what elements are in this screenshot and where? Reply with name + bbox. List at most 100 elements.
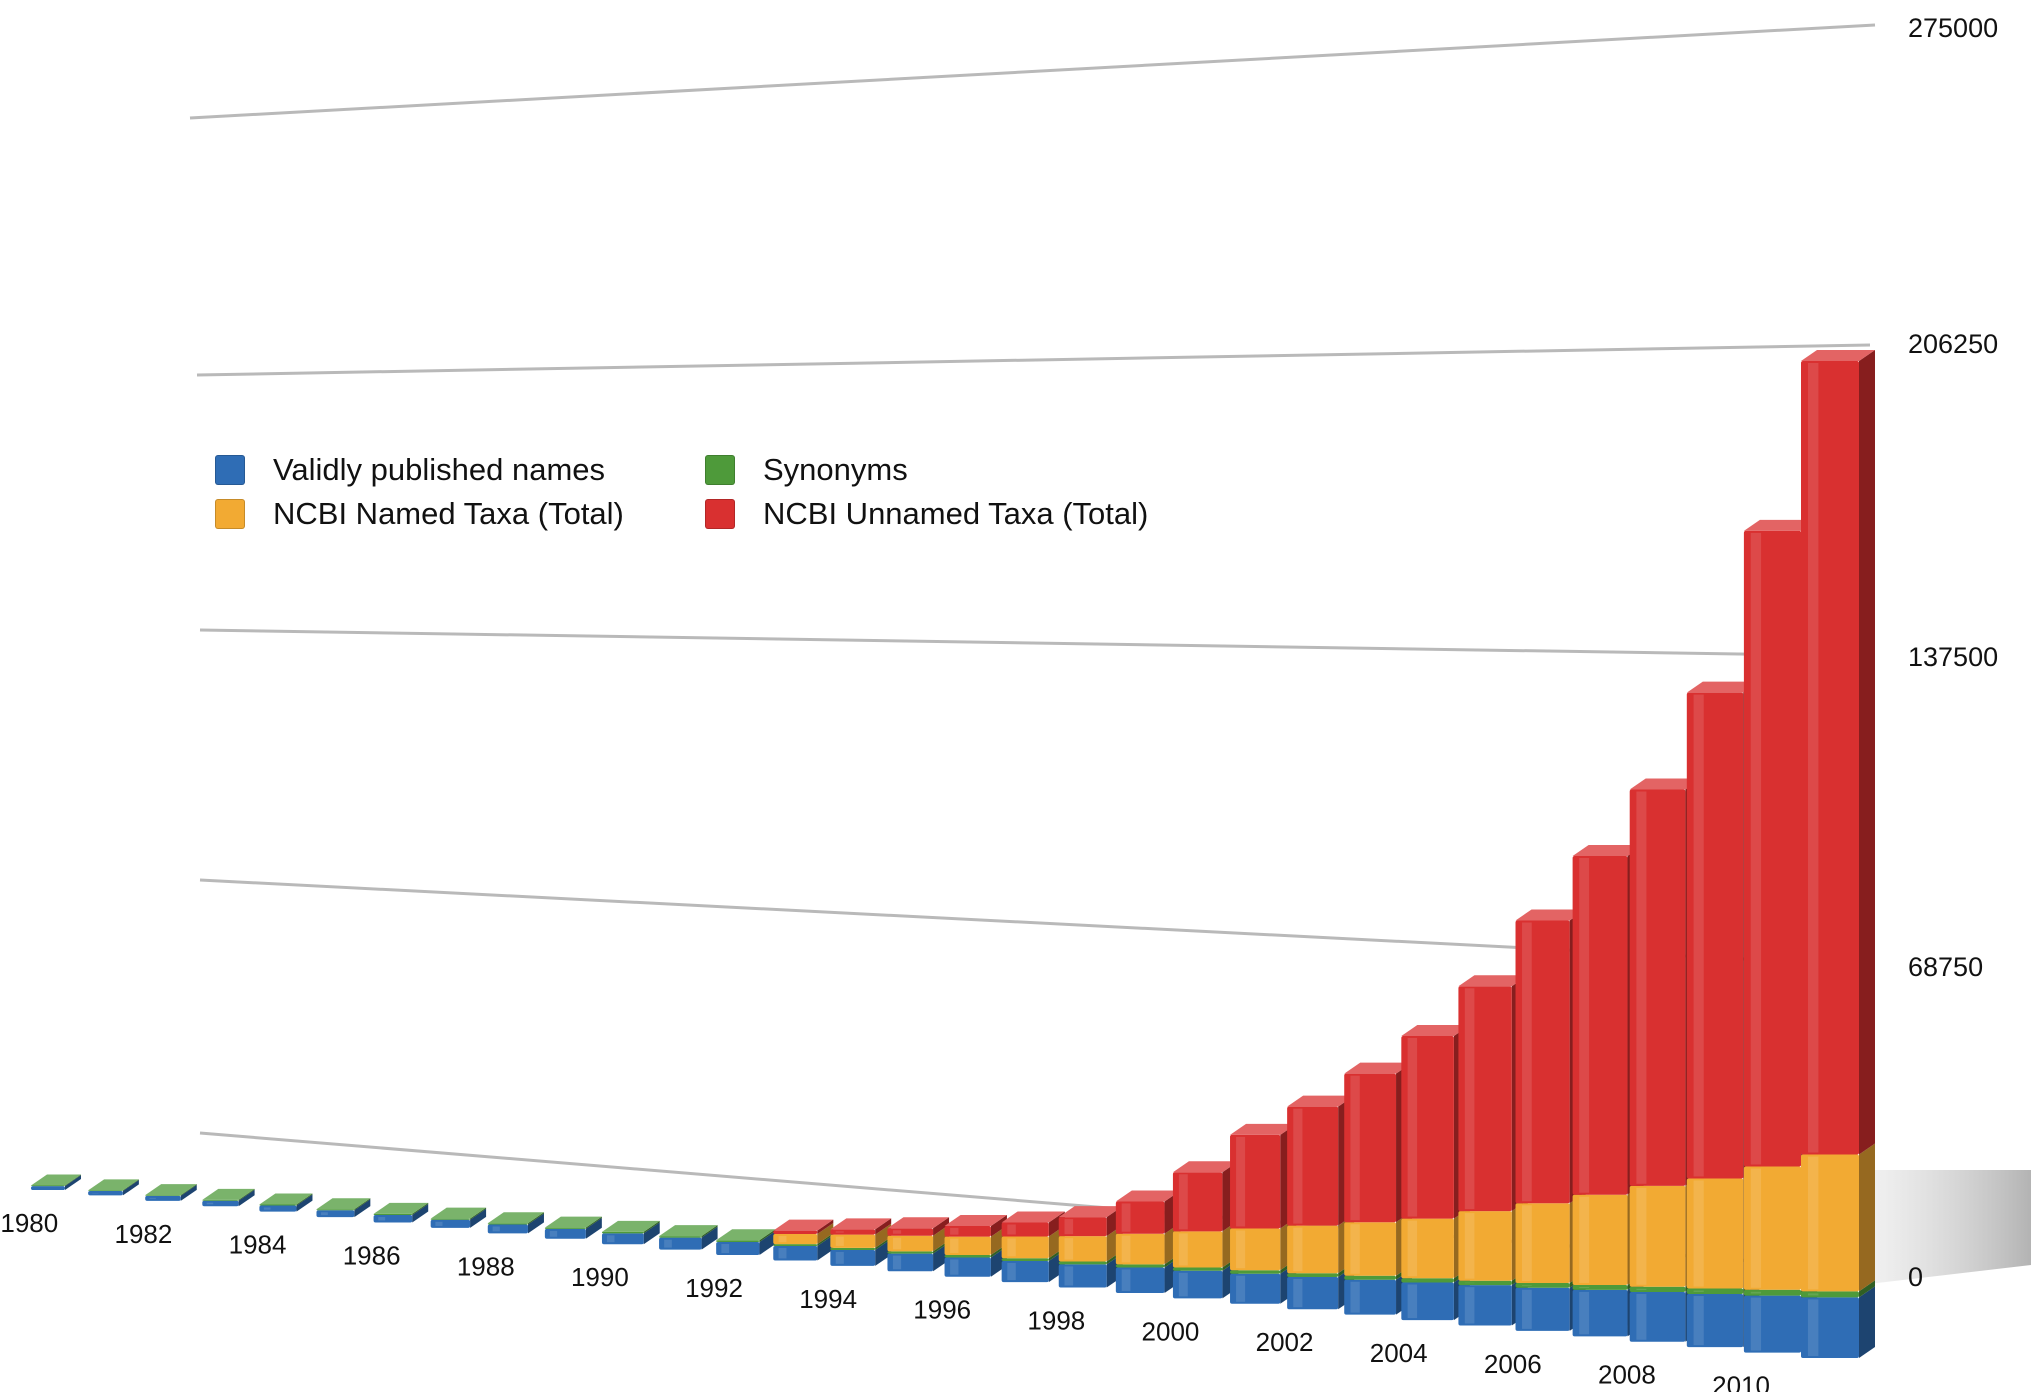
bar-segment: [1287, 1106, 1339, 1226]
bar-top: [544, 1216, 602, 1228]
bar-segment: [1230, 1228, 1281, 1271]
chart-legend: Validly published names Synonyms NCBI Na…: [215, 450, 1215, 534]
gridline: [189, 23, 1876, 120]
legend-swatch-green: [705, 455, 735, 485]
bar-segment: [1172, 1270, 1223, 1299]
bar-segment: [316, 1210, 355, 1218]
bar-segment-highlight: [1636, 1294, 1647, 1340]
gridline: [199, 628, 1866, 658]
bar-segment-highlight: [1464, 1213, 1475, 1279]
bar-segment: [1686, 692, 1744, 1179]
bar-segment-highlight: [1407, 1284, 1418, 1319]
bar-segment: [716, 1240, 760, 1243]
bar-segment-side: [354, 1198, 371, 1211]
bar-top: [316, 1198, 371, 1210]
bar-segment: [1801, 1297, 1859, 1358]
bar-segment-highlight: [1579, 857, 1590, 1193]
bar-segment-highlight: [892, 1237, 902, 1250]
bar-segment-highlight: [606, 1235, 615, 1243]
bar-top: [830, 1218, 892, 1230]
bar-segment-highlight: [206, 1202, 214, 1205]
bar-top: [430, 1207, 487, 1219]
y-tick-label: 206250: [1908, 329, 1998, 359]
bar-top: [1629, 778, 1702, 790]
bar-segment: [31, 1186, 65, 1190]
legend-swatch-orange: [215, 499, 245, 529]
bar-segment: [1458, 1280, 1512, 1286]
bar-segment-highlight: [950, 1238, 959, 1253]
bar-segment: [259, 1204, 297, 1206]
bar-segment-side: [180, 1184, 197, 1201]
bar-segment: [373, 1215, 413, 1223]
bar-segment: [544, 1228, 586, 1239]
bar-segment: [202, 1200, 239, 1207]
bar-segment-highlight: [149, 1197, 156, 1199]
bar-segment-side: [527, 1213, 544, 1234]
bar-segment: [773, 1230, 818, 1235]
y-tick-label: 68750: [1908, 952, 1983, 982]
bar-segment-side: [585, 1217, 602, 1239]
bar-segment: [1572, 1289, 1628, 1337]
bar-top: [1344, 1062, 1413, 1074]
bar-top: [1001, 1211, 1065, 1223]
bar-segment: [1458, 1285, 1512, 1326]
bar-segment-highlight: [1064, 1266, 1074, 1286]
bar-segment-highlight: [1293, 1227, 1303, 1272]
bar-segment-side: [122, 1180, 139, 1196]
bar-top: [202, 1188, 255, 1200]
bar-segment-highlight: [1293, 1278, 1303, 1308]
bar-segment-highlight: [664, 1239, 672, 1248]
bar-segment: [773, 1246, 818, 1261]
bar-top: [1458, 975, 1528, 987]
bar-segment-side: [875, 1238, 892, 1266]
bar-segment: [1115, 1201, 1165, 1234]
x-tick-label: 1986: [343, 1241, 401, 1271]
bar-segment-side: [990, 1214, 1007, 1237]
bar-segment: [1058, 1217, 1107, 1237]
bar-segment-side: [759, 1229, 776, 1243]
bar-segment-highlight: [950, 1259, 959, 1275]
bar-segment: [1230, 1134, 1281, 1229]
bar-segment-side: [65, 1175, 81, 1190]
bar-segment: [1115, 1264, 1165, 1268]
bar-segment: [1572, 855, 1628, 1195]
x-tick-label: 2006: [1484, 1349, 1542, 1379]
bar-top: [259, 1193, 313, 1205]
bar-segment-highlight: [1236, 1136, 1246, 1227]
bar-segment-highlight: [721, 1244, 730, 1254]
bar-segment-highlight: [1007, 1224, 1016, 1235]
bar-segment: [601, 1233, 644, 1245]
bar-segment: [1743, 1295, 1802, 1353]
bar-segment: [1401, 1278, 1454, 1283]
bar-segment: [1629, 1185, 1686, 1287]
bar-segment-highlight: [1636, 791, 1647, 1184]
bar-segment-highlight: [1807, 362, 1819, 1153]
bar-segment: [659, 1236, 702, 1238]
bar-segment: [601, 1231, 644, 1234]
legend-item-ncbi-unnamed: NCBI Unnamed Taxa (Total): [705, 494, 1165, 534]
bar-segment: [1743, 1289, 1802, 1296]
bar-segment-side: [933, 1217, 950, 1236]
bar-top: [145, 1184, 197, 1196]
bar-segment: [1572, 1194, 1628, 1285]
bar-segment: [145, 1195, 181, 1196]
bar-top: [601, 1220, 660, 1232]
bar-segment: [145, 1195, 181, 1201]
bar-segment: [1058, 1264, 1107, 1288]
bar-segment: [1515, 1283, 1570, 1288]
bar-segment-highlight: [1579, 1196, 1590, 1283]
bar-segment-side: [875, 1236, 892, 1250]
bar-segment-highlight: [1636, 1288, 1647, 1291]
bar-segment-highlight: [1293, 1108, 1303, 1224]
bar-segment-highlight: [1007, 1238, 1016, 1257]
bar-segment-highlight: [835, 1231, 844, 1233]
bar-segment-side: [470, 1207, 487, 1220]
bar-segment: [1001, 1258, 1049, 1261]
bar-segment: [1801, 1291, 1859, 1298]
bar-segment: [716, 1242, 760, 1256]
bar-segment: [887, 1251, 934, 1254]
legend-label: Synonyms: [763, 452, 908, 487]
legend-label: NCBI Named Taxa (Total): [273, 496, 624, 531]
bar-segment-highlight: [835, 1251, 844, 1264]
y-tick-label: 137500: [1908, 642, 1998, 672]
